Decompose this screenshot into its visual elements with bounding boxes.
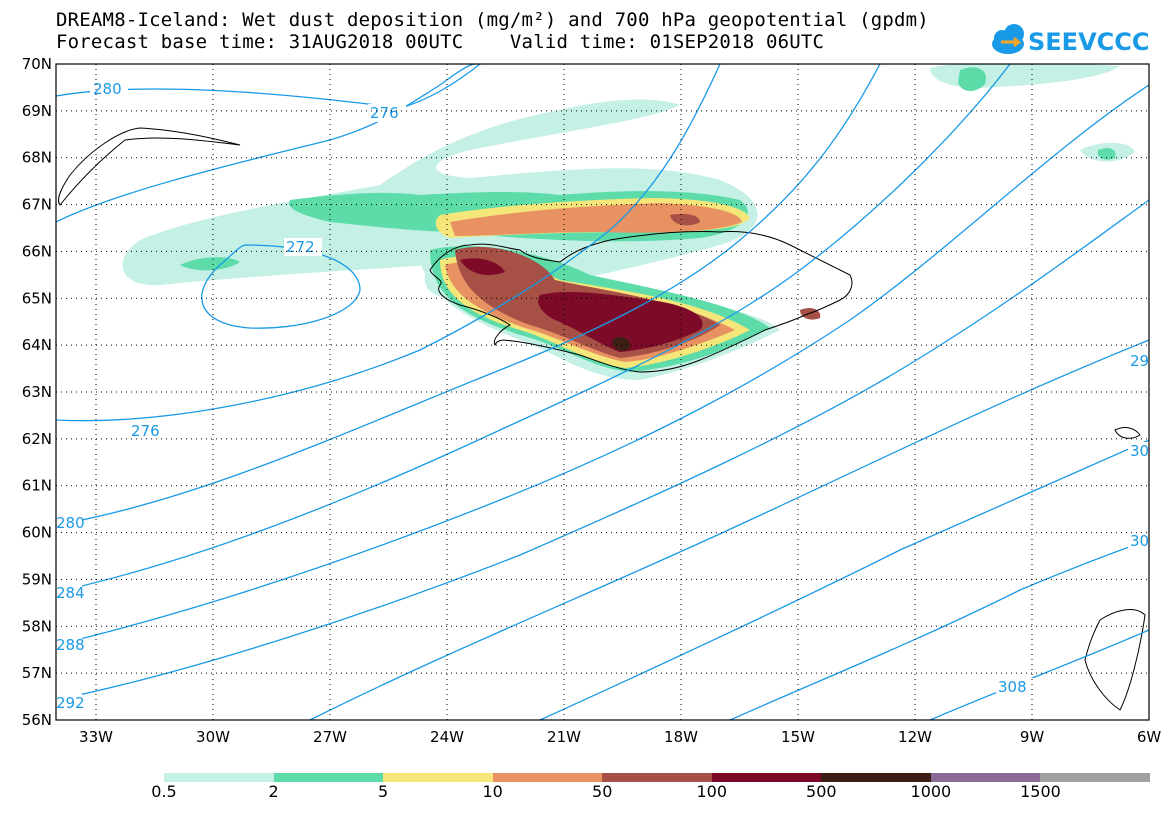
colorbar-swatch [821, 773, 931, 782]
latitude-tick-label: 57N [22, 664, 52, 682]
contour-292 [56, 199, 1149, 701]
deposition-0-5-north [930, 64, 1120, 88]
colorbar-swatch [164, 773, 274, 782]
contour-label-group: 280 276 272 276 280 284 288 292 308 29 3… [56, 80, 1150, 712]
longitude-axis: 33W 30W 27W 24W 21W 18W 15W 12W 9W 6W [79, 728, 1161, 746]
contour-280-main [56, 64, 881, 526]
latitude-tick-label: 67N [22, 196, 52, 214]
contour-label: 30 [1130, 532, 1149, 550]
deposition-colorbar [164, 773, 1150, 782]
colorbar-tick-label: 100 [696, 782, 728, 801]
deposition-2-north [958, 67, 986, 91]
contour-276-north [56, 64, 476, 223]
colorbar-tick-label: 1500 [1020, 782, 1061, 801]
latitude-tick-label: 64N [22, 336, 52, 354]
contour-296 [309, 339, 1149, 720]
latitude-tick-label: 61N [22, 477, 52, 495]
contour-label: 29 [1130, 352, 1149, 370]
contour-288 [56, 84, 1149, 646]
contour-280 [56, 64, 481, 109]
longitude-tick-label: 21W [547, 728, 581, 746]
colorbar-tick-label: 5 [378, 782, 389, 801]
geopotential-contours [56, 64, 1149, 720]
contour-label: 292 [56, 694, 85, 712]
longitude-tick-label: 6W [1137, 728, 1162, 746]
map-subtitle: Forecast base time: 31AUG2018 00UTC Vali… [56, 31, 825, 53]
cloud-icon [992, 24, 1024, 54]
deposition-10 [450, 203, 742, 236]
contour-308 [929, 629, 1149, 720]
latitude-tick-label: 60N [22, 524, 52, 542]
longitude-tick-label: 24W [430, 728, 464, 746]
faroe-coastline [1114, 427, 1141, 439]
longitude-tick-label: 12W [898, 728, 932, 746]
contour-label: 276 [370, 104, 399, 122]
deposition-500 [612, 337, 631, 351]
iceland-coastline [429, 231, 853, 373]
contour-label: 284 [56, 584, 85, 602]
logo-text: SEEVCCC [1028, 28, 1148, 56]
greenland-coastline [57, 127, 241, 206]
seevccc-logo: SEEVCCC [992, 24, 1148, 56]
map-frame [55, 63, 1150, 721]
contour-label: 288 [56, 636, 85, 654]
colorbar-tick-label: 500 [806, 782, 837, 801]
contour-label: 272 [286, 238, 315, 256]
longitude-tick-label: 33W [79, 728, 113, 746]
latitude-tick-label: 70N [22, 55, 52, 73]
deposition-100 [538, 292, 703, 352]
longitude-tick-label: 9W [1020, 728, 1045, 746]
longitude-tick-label: 18W [664, 728, 698, 746]
deposition-50-north [670, 213, 700, 226]
contour-276-south [56, 64, 721, 422]
dust-deposition-layer [122, 64, 1135, 380]
colorbar-swatch [273, 773, 384, 782]
contour-label: 276 [131, 422, 160, 440]
colorbar-swatch [602, 773, 712, 782]
graticule [56, 64, 1149, 720]
contour-304 [729, 539, 1149, 720]
longitude-tick-label: 15W [781, 728, 815, 746]
latitude-tick-label: 58N [22, 617, 52, 635]
latitude-tick-label: 63N [22, 383, 52, 401]
latitude-tick-label: 69N [22, 102, 52, 120]
colorbar-tick-label: 10 [482, 782, 503, 801]
contour-284 [56, 64, 1011, 593]
deposition-50-east [800, 307, 821, 320]
scotland-coastline [1084, 609, 1146, 711]
latitude-tick-label: 68N [22, 149, 52, 167]
coastline-layer [57, 127, 1146, 711]
colorbar-swatch [1040, 773, 1150, 782]
colorbar-tick-label: 1000 [910, 782, 952, 801]
deposition-2-east [1097, 148, 1116, 160]
contour-label: 308 [998, 678, 1027, 696]
contour-300 [539, 439, 1149, 720]
latitude-tick-label: 59N [22, 570, 52, 588]
colorbar-swatch [711, 773, 822, 782]
colorbar-tick-label: 2 [268, 782, 279, 801]
latitude-tick-label: 65N [22, 289, 52, 307]
contour-label: 280 [56, 514, 85, 532]
contour-label: 280 [93, 80, 122, 98]
latitude-axis: 70N 69N 68N 67N 66N 65N 64N 63N 62N 61N 60N 59N 58N 5… [22, 55, 52, 729]
latitude-tick-label: 66N [22, 242, 52, 260]
latitude-tick-label: 56N [22, 711, 52, 729]
latitude-tick-label: 62N [22, 430, 52, 448]
colorbar-tick-label: 50 [592, 782, 613, 801]
colorbar-swatch [492, 773, 603, 782]
longitude-tick-label: 27W [313, 728, 347, 746]
contour-272 [201, 244, 361, 329]
contour-label: 30 [1130, 442, 1149, 460]
colorbar-swatch [383, 773, 493, 782]
colorbar-swatch [930, 773, 1041, 782]
longitude-tick-label: 30W [196, 728, 230, 746]
map-title: DREAM8-Iceland: Wet dust deposition (mg/… [56, 9, 929, 31]
colorbar-tick-label: 0.5 [151, 782, 177, 801]
deposition-100-west [460, 258, 505, 276]
